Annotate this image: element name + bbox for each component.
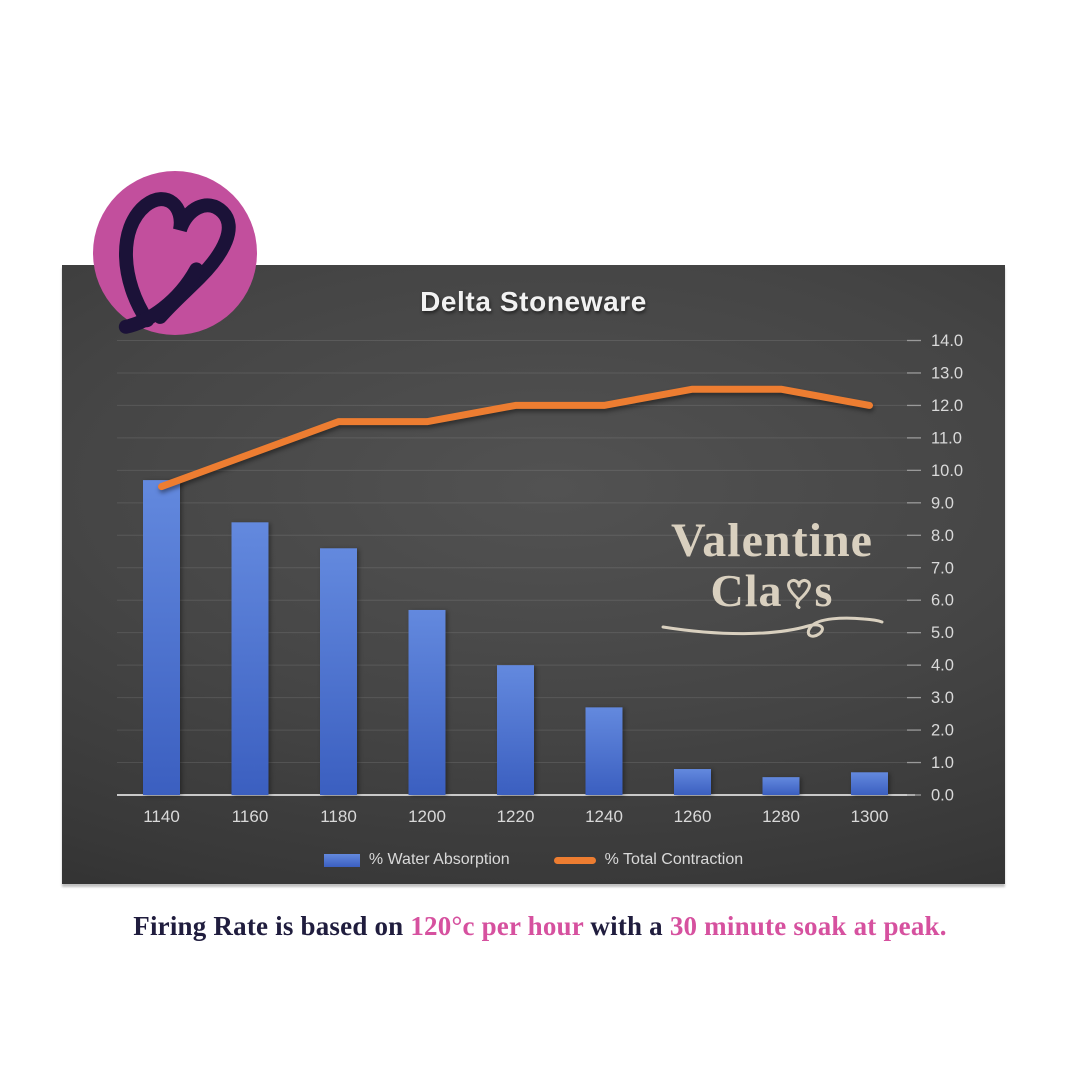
watermark-underline-swoosh (661, 616, 884, 638)
legend-label: % Total Contraction (604, 851, 744, 868)
x-tick-label: 1240 (585, 807, 623, 826)
bar-1200 (408, 609, 446, 795)
bar-1220 (497, 665, 534, 795)
caption: Firing Rate is based on 120°c per hour w… (0, 911, 1080, 942)
x-tick-label: 1300 (851, 807, 889, 826)
heart-scribble-icon (118, 192, 236, 334)
x-tick-label: 1200 (408, 807, 446, 826)
legend-item: % Water Absorption (323, 851, 510, 869)
caption-segment: 120°c per hour (410, 911, 584, 941)
watermark-line2: Cla s (637, 564, 907, 616)
watermark-line1: Valentine (671, 514, 873, 567)
legend-item: % Total Contraction (553, 851, 744, 869)
y-tick-label: 0.0 (931, 787, 954, 805)
y-tick-label: 12.0 (931, 397, 963, 415)
caption-segment: with a (583, 911, 670, 941)
y-tick-label: 3.0 (931, 689, 954, 707)
bar-1140 (143, 480, 180, 795)
caption-segment: Firing Rate is based on (133, 911, 411, 941)
y-tick-label: 8.0 (931, 527, 954, 545)
y-tick-label: 6.0 (931, 592, 954, 610)
legend-bar-swatch (323, 853, 360, 867)
y-tick-label: 7.0 (931, 559, 954, 577)
y-tick-label: 2.0 (931, 722, 954, 740)
chart-title: Delta Stoneware (420, 286, 647, 317)
bar-1160 (231, 522, 269, 795)
x-tick-label: 1180 (320, 807, 357, 826)
y-tick-label: 13.0 (931, 364, 963, 382)
x-tick-label: 1260 (674, 807, 712, 826)
y-tick-label: 9.0 (931, 494, 954, 512)
combo-chart: 0.0 1.0 2.0 3.0 4.0 5.0 6.0 7.0 8.0 9.0 10.0 11.0 12… (117, 332, 963, 826)
watermark-valentine-clays: Valentine Cla s (637, 514, 907, 643)
x-tick-label: 1220 (497, 807, 535, 826)
caption-segment: 30 minute soak at peak. (669, 911, 947, 941)
bar-1260 (674, 769, 711, 795)
x-tick-label: 1280 (762, 807, 800, 826)
total-contraction-line (158, 385, 873, 491)
bar-1300 (851, 772, 888, 795)
legend-line-swatch (553, 856, 596, 864)
x-tick-label: 1140 (143, 807, 180, 826)
bar-1280 (762, 777, 800, 795)
brand-logo (93, 171, 257, 335)
bar-1240 (585, 707, 623, 795)
y-tick-label: 4.0 (931, 657, 954, 675)
x-tick-label: 1160 (232, 807, 269, 826)
chart-panel: Delta Stoneware 0.0 1.0 2.0 3.0 4.0 5.0 6.0 7.0… (62, 265, 1005, 884)
heart-icon (786, 578, 811, 609)
y-tick-label: 1.0 (931, 754, 954, 772)
watermark-line2-suffix: s (814, 564, 834, 616)
y-tick-label: 14.0 (931, 332, 963, 350)
y-tick-label: 11.0 (931, 429, 962, 447)
watermark-line2-prefix: Cla (710, 564, 783, 616)
chart-legend: % Water Absorption % Total Contraction (62, 851, 1005, 869)
legend-label: % Water Absorption (368, 851, 510, 868)
y-tick-label: 5.0 (931, 624, 954, 642)
y-tick-label: 10.0 (931, 462, 963, 480)
bar-1180 (320, 548, 357, 795)
